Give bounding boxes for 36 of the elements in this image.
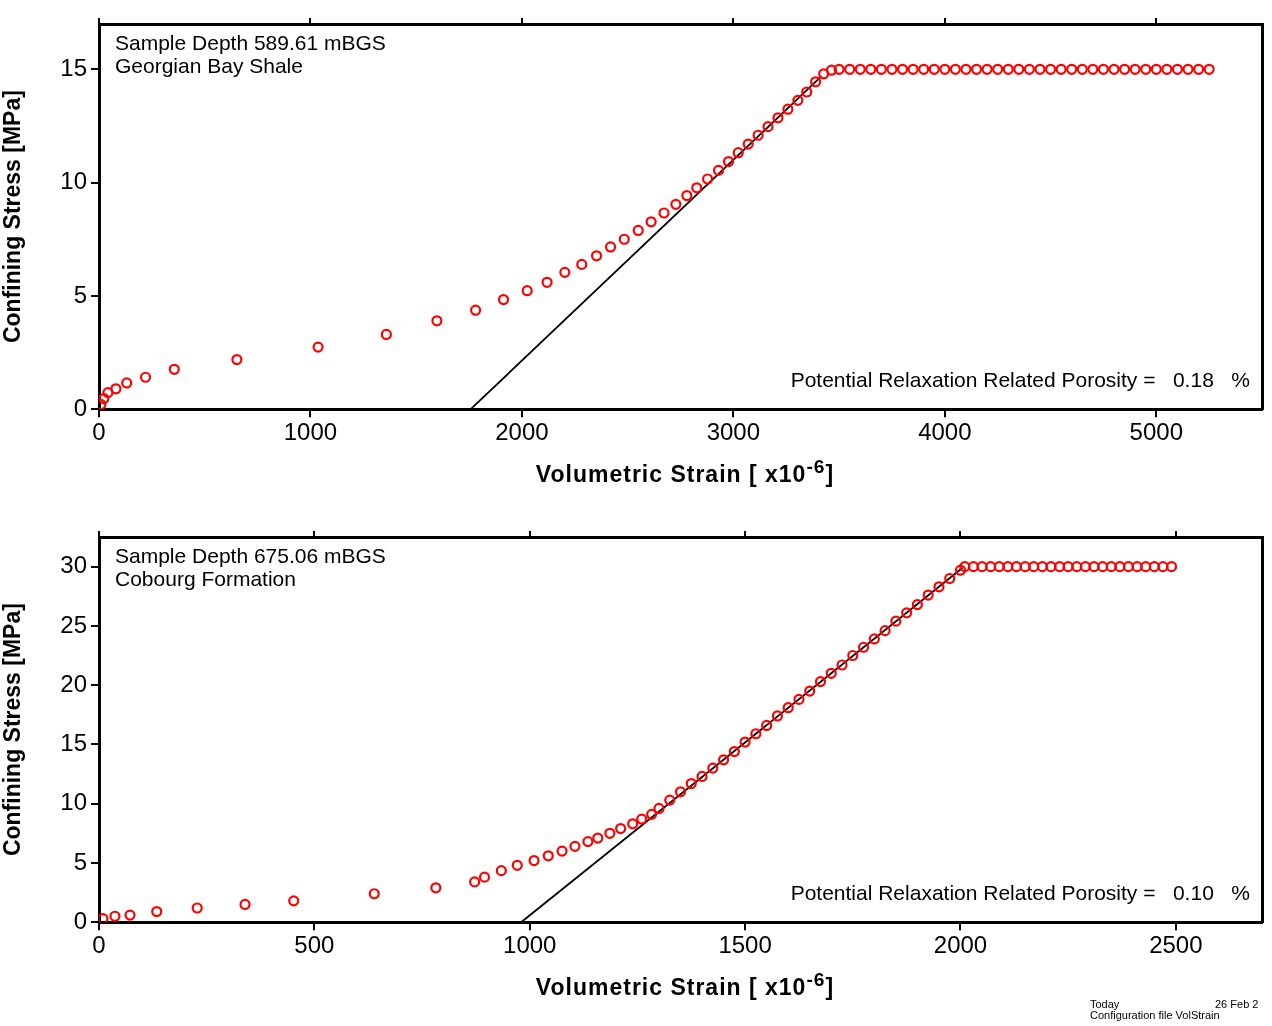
annotation: Sample Depth 589.61 mBGS [115,31,386,55]
y-axis-title: Confining Stress [MPa] [0,603,26,857]
x-tick-label: 4000 [918,418,972,446]
x-tick-label: 1000 [283,418,338,446]
annotation: Potential Relaxation Related Porosity = 0.10 % [790,881,1250,905]
annotation: Georgian Bay Shale [115,54,303,78]
text: Today [1090,998,1120,1010]
y-tick-label: 25 [60,610,87,638]
y-tick-label: 15 [60,53,87,81]
x-tick-label: 0 [92,931,106,959]
y-tick-label: 0 [73,393,87,421]
x-tick-label: 0 [92,418,106,446]
annotation: Cobourg Formation [115,567,296,591]
x-tick-label: 1000 [503,931,557,959]
y-axis-title: Confining Stress [MPa] [0,90,26,344]
annotation: Sample Depth 675.06 mBGS [115,544,386,568]
x-axis-title: Volumetric Strain [ x10$^{-6}$] [535,969,835,1000]
x-axis-title: Volumetric Strain [ x10$^{-6}$] [534,456,836,488]
annotation: Potential Relaxation Related Porosity = 0.18 % [790,368,1250,392]
text: 26 Feb 2 [1215,998,1259,1010]
x-tick-label: 500 [294,931,335,959]
x-tick-label: 3000 [706,418,761,446]
text: Configuration file VolStrain [1090,1009,1220,1021]
x-tick-label: 1500 [718,931,772,959]
y-tick-label: 5 [73,847,87,875]
x-tick-label: 5000 [1129,418,1183,446]
y-tick-label: 15 [60,729,87,757]
y-tick-label: 5 [73,280,87,308]
y-tick-label: 30 [60,551,87,579]
x-tick-label: 2000 [495,418,549,446]
y-tick-label: 10 [60,788,87,816]
y-tick-label: 20 [60,669,87,697]
y-tick-label: 10 [60,167,87,195]
y-tick-label: 0 [73,906,87,934]
x-tick-label: 2000 [933,931,988,959]
x-tick-label: 2500 [1149,931,1203,959]
